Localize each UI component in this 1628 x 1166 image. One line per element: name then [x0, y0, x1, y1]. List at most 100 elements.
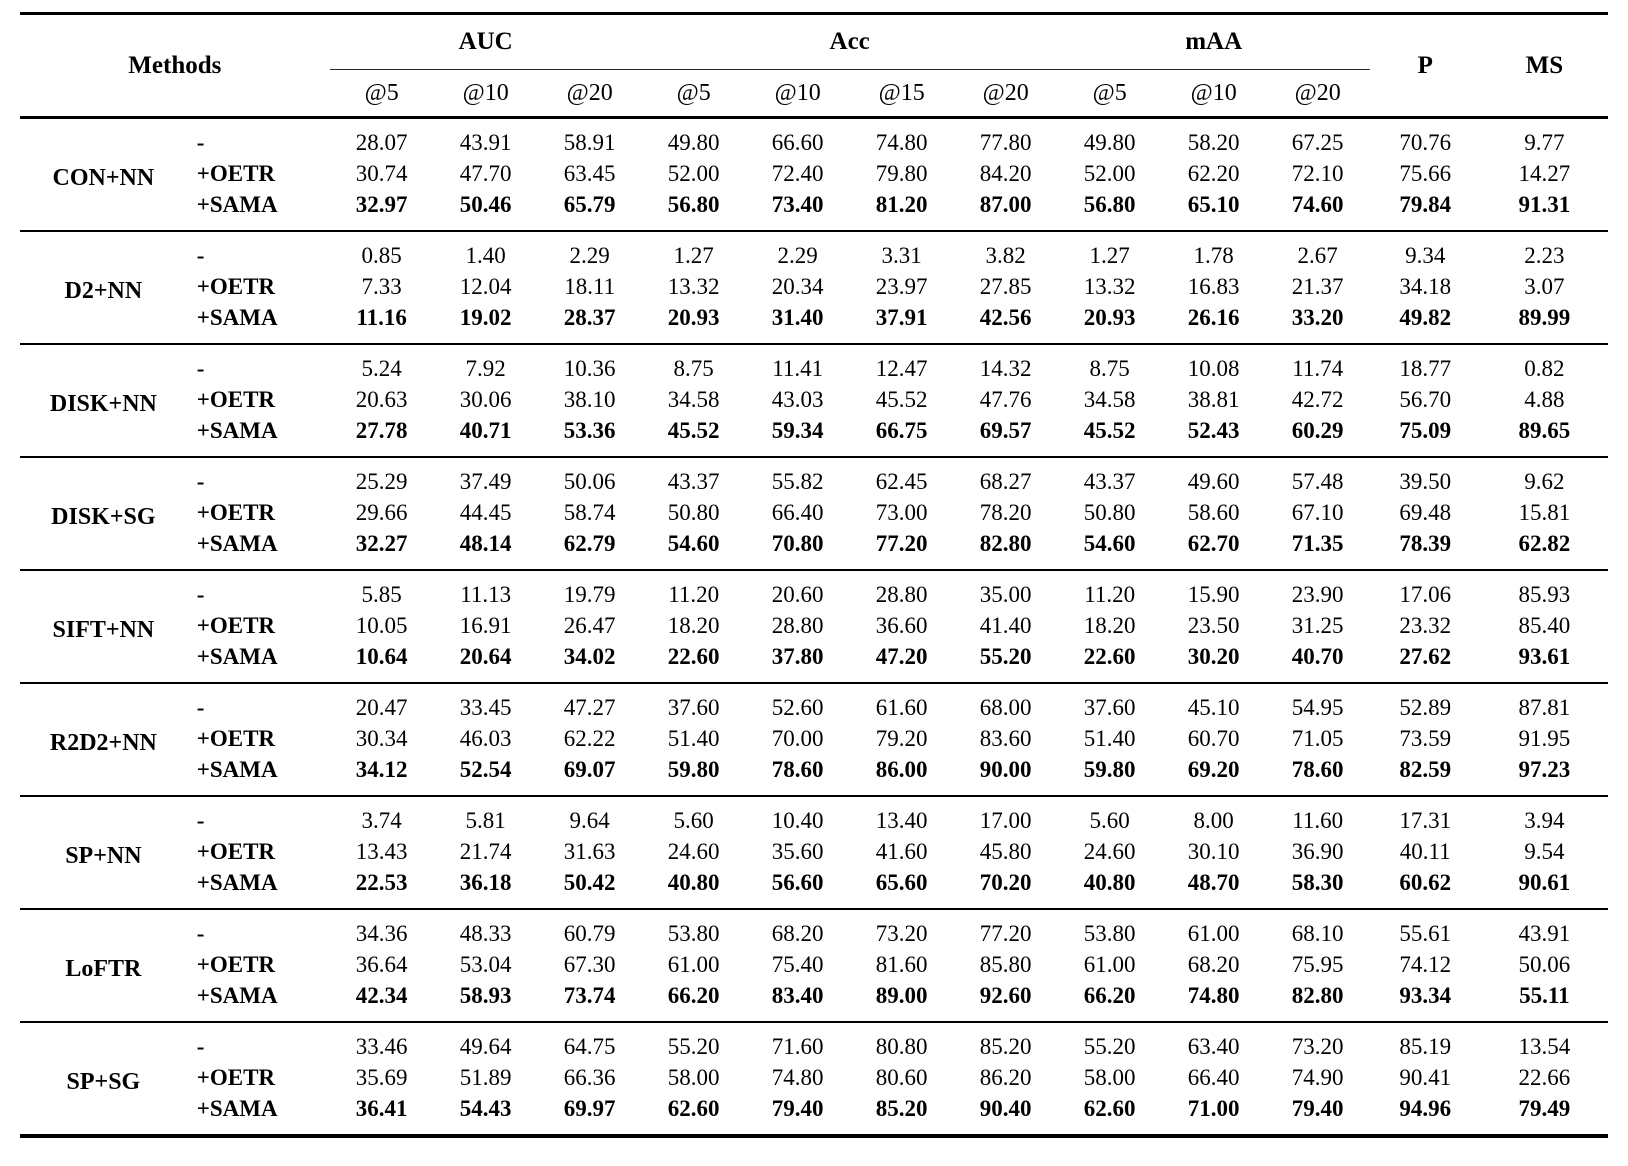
metric-value: 3.07: [1524, 274, 1565, 299]
metric-value: 49.82: [1399, 305, 1452, 330]
matching-score-header: MS: [1480, 13, 1608, 119]
metric-value: 12.47: [849, 343, 954, 384]
metric-value: 34.02: [563, 644, 616, 669]
metric-value: 2.67: [1265, 230, 1370, 271]
table-row: +OETR 36.64 53.04 67.30 61.00 75.40 81.60 85.80…: [20, 949, 1608, 980]
metric-value: 17.31: [1369, 795, 1481, 836]
metric-value: 63.40: [1161, 1021, 1266, 1062]
metric-value: 45.52: [1083, 418, 1136, 443]
variant-label: +OETR: [196, 839, 276, 864]
metric-value: 21.37: [1291, 274, 1344, 299]
table-row: CON+NN - 28.07 43.91 58.91 49.80 66.60 74.80 77.…: [20, 118, 1608, 191]
metric-value: 91.31: [1518, 192, 1571, 217]
table-row: +SAMA 10.64 20.64 34.02 22.60 37.80 47.20 55.20…: [20, 641, 1608, 683]
variant-label: +OETR: [196, 500, 276, 525]
variant-label: -: [186, 682, 330, 723]
metric-value: 13.32: [1083, 274, 1136, 299]
table-row: +SAMA 32.27 48.14 62.79 54.60 70.80 77.20 82.80…: [20, 528, 1608, 570]
variant-label: -: [186, 1021, 330, 1062]
metric-value: 52.60: [745, 682, 850, 723]
metric-value: 20.63: [355, 387, 408, 412]
group-header-acc: Acc: [641, 13, 1058, 70]
metric-value: 49.80: [667, 130, 720, 155]
metric-value: 53.04: [459, 952, 512, 977]
metric-value: 27.85: [979, 274, 1032, 299]
metric-value: 10.36: [537, 343, 642, 384]
metric-value: 79.40: [1291, 1096, 1344, 1121]
metric-value: 43.37: [641, 456, 746, 497]
metric-value: 69.57: [979, 418, 1032, 443]
table-row: +SAMA 27.78 40.71 53.36 45.52 59.34 66.75 69.57…: [20, 415, 1608, 457]
metric-value: 1.40: [433, 230, 538, 271]
metric-value: 54.60: [667, 531, 720, 556]
metric-value: 55.11: [1519, 983, 1570, 1008]
metric-value: 49.64: [433, 1021, 538, 1062]
metric-value: 3.82: [953, 230, 1058, 271]
metric-value: 62.22: [563, 726, 616, 751]
metric-value: 50.06: [537, 456, 642, 497]
metric-value: 49.60: [1161, 456, 1266, 497]
metric-value: 11.60: [1265, 795, 1370, 836]
metric-value: 90.61: [1518, 870, 1571, 895]
metric-value: 9.54: [1524, 839, 1565, 864]
metric-value: 19.02: [459, 305, 512, 330]
metric-value: 90.41: [1399, 1065, 1452, 1090]
threshold-header-auc-20: @20: [537, 69, 642, 119]
table-row: SP+SG -33.46 49.64 64.75 55.20 71.60 80.80 85.2…: [20, 1021, 1608, 1136]
variant-label: -: [186, 908, 330, 949]
metric-value: 60.70: [1187, 726, 1240, 751]
metric-value: 73.20: [1265, 1021, 1370, 1062]
variant-label: +OETR: [196, 613, 276, 638]
variant-label: +SAMA: [196, 192, 278, 217]
metric-value: 45.52: [875, 387, 928, 412]
metric-value: 93.34: [1399, 983, 1452, 1008]
metric-value: 70.80: [771, 531, 824, 556]
metric-value: 68.00: [953, 682, 1058, 723]
metric-value: 58.93: [459, 983, 512, 1008]
metric-value: 79.84: [1399, 192, 1452, 217]
metric-value: 66.75: [875, 418, 928, 443]
metric-value: 86.20: [979, 1065, 1032, 1090]
metric-value: 50.80: [1083, 500, 1136, 525]
metric-value: 30.20: [1187, 644, 1240, 669]
metric-value: 34.58: [1083, 387, 1136, 412]
metric-value: 41.60: [875, 839, 928, 864]
metric-value: 62.79: [563, 531, 616, 556]
metric-value: 74.80: [1187, 983, 1240, 1008]
metric-value: 61.00: [1161, 908, 1266, 949]
metric-value: 30.06: [459, 387, 512, 412]
metric-value: 2.29: [745, 230, 850, 271]
metric-value: 11.20: [1057, 569, 1162, 610]
metric-value: 43.91: [1480, 908, 1608, 949]
metric-value: 18.11: [564, 274, 616, 299]
metric-value: 16.83: [1187, 274, 1240, 299]
metric-value: 70.76: [1399, 130, 1452, 155]
metric-value: 81.20: [875, 192, 928, 217]
method-name: R2D2+NN: [20, 682, 187, 796]
metric-value: 29.66: [355, 500, 408, 525]
metric-value: 56.80: [667, 192, 720, 217]
metric-value: 82.59: [1399, 757, 1452, 782]
metric-value: 68.20: [745, 908, 850, 949]
metric-value: 5.24: [329, 343, 434, 384]
metric-value: 22.53: [355, 870, 408, 895]
metric-value: 14.27: [1518, 161, 1571, 186]
metric-value: 25.29: [329, 456, 434, 497]
variant-label: +SAMA: [196, 983, 278, 1008]
metric-value: 69.48: [1399, 500, 1452, 525]
metric-value: 87.81: [1480, 682, 1608, 723]
metric-value: 45.52: [667, 418, 720, 443]
metric-value: 75.66: [1399, 161, 1452, 186]
metric-value: 46.03: [459, 726, 512, 751]
variant-label: +SAMA: [196, 757, 278, 782]
metric-value: 11.41: [745, 343, 850, 384]
variant-label: +SAMA: [196, 305, 278, 330]
metric-value: 56.60: [771, 870, 824, 895]
metric-value: 17.00: [953, 795, 1058, 836]
metric-value: 62.45: [849, 456, 954, 497]
metric-value: 28.80: [849, 569, 954, 610]
variant-label: -: [186, 569, 330, 610]
metric-value: 32.27: [355, 531, 408, 556]
metric-value: 58.20: [1187, 130, 1240, 155]
metric-value: 61.00: [667, 952, 720, 977]
